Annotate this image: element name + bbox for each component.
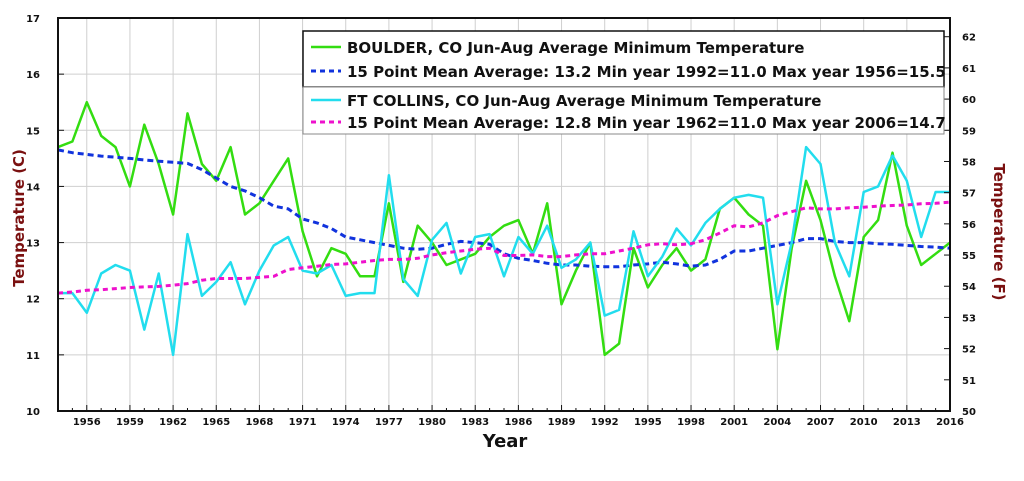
- x-tick-label: 2016: [936, 417, 964, 428]
- x-tick-label: 1986: [504, 417, 532, 428]
- y-right-tick-label: 56: [962, 220, 976, 231]
- x-tick-label: 1977: [375, 417, 403, 428]
- y-axis-left-label: Temperature (C): [10, 149, 28, 287]
- legend-label-2: 15 Point Mean Average: 13.2 Min year 199…: [347, 63, 946, 81]
- y-right-tick-label: 57: [962, 189, 976, 200]
- y-left-tick-label: 10: [26, 407, 40, 418]
- x-tick-label: 1992: [591, 417, 619, 428]
- x-tick-label: 1968: [245, 417, 273, 428]
- y-left-tick-label: 13: [26, 239, 40, 250]
- legend-label-1: BOULDER, CO Jun-Aug Average Minimum Temp…: [347, 39, 804, 57]
- legend: BOULDER, CO Jun-Aug Average Minimum Temp…: [302, 30, 946, 135]
- series-line-2: [57, 148, 951, 269]
- y-axis-right-label: Temperature (F): [990, 163, 1008, 300]
- x-tick-label: 1974: [332, 417, 360, 428]
- series-line-3: [58, 145, 950, 357]
- x-tick-label: 2004: [763, 417, 791, 428]
- y-left-tick-label: 11: [26, 351, 40, 362]
- y-right-tick-label: 51: [962, 376, 976, 387]
- x-tick-label: 1971: [289, 417, 317, 428]
- x-tick-label: 1989: [548, 417, 576, 428]
- x-tick-label: 1983: [461, 417, 489, 428]
- y-left-tick-label: 12: [26, 295, 40, 306]
- y-left-tick-label: 15: [26, 126, 40, 137]
- y-right-tick-label: 52: [962, 345, 976, 356]
- x-tick-label: 1998: [677, 417, 705, 428]
- y-left-tick-label: 14: [26, 182, 40, 193]
- y-left-tick-label: 17: [26, 14, 40, 25]
- y-right-tick-label: 59: [962, 126, 976, 137]
- series-line-1: [57, 100, 951, 357]
- x-axis-label: Year: [482, 431, 528, 452]
- y-right-tick-label: 61: [962, 64, 976, 75]
- x-tick-label: 2007: [807, 417, 835, 428]
- y-right-tick-label: 55: [962, 251, 976, 262]
- series-line-4: [57, 200, 951, 295]
- y-right-tick-label: 53: [962, 313, 976, 324]
- x-tick-label: 1956: [73, 417, 101, 428]
- legend-label-3: FT COLLINS, CO Jun-Aug Average Minimum T…: [347, 92, 821, 110]
- x-tick-label: 1965: [202, 417, 230, 428]
- y-right-tick-label: 58: [962, 157, 976, 168]
- x-tick-label: 1980: [418, 417, 446, 428]
- legend-label-4: 15 Point Mean Average: 12.8 Min year 196…: [347, 114, 946, 132]
- x-tick-label: 2013: [893, 417, 921, 428]
- x-tick-label: 1959: [116, 417, 144, 428]
- x-tick-label: 1995: [634, 417, 662, 428]
- x-tick-label: 1962: [159, 417, 187, 428]
- y-right-tick-label: 62: [962, 33, 976, 44]
- y-right-tick-label: 60: [962, 95, 976, 106]
- legend-entries: BOULDER, CO Jun-Aug Average Minimum Temp…: [311, 39, 946, 132]
- x-tick-label: 2001: [720, 417, 748, 428]
- legend-box-bottom: [302, 86, 945, 135]
- y-right-tick-label: 54: [962, 282, 976, 293]
- y-left-tick-label: 16: [26, 70, 40, 81]
- ticks-layer: 1956 1959 1962 1965 1968 1971 1974 1977 1980 1983…: [26, 14, 976, 428]
- y-right-tick-label: 50: [962, 407, 976, 418]
- series-layer: [57, 100, 951, 357]
- x-tick-label: 2010: [850, 417, 878, 428]
